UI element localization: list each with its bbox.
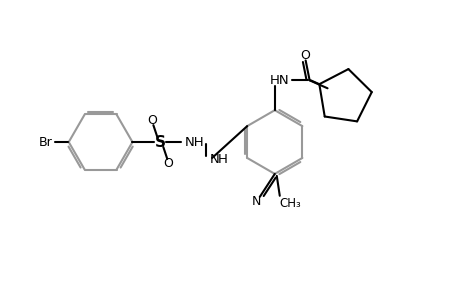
Text: N: N	[210, 154, 219, 166]
Text: CH₃: CH₃	[279, 197, 301, 210]
Text: Br: Br	[39, 136, 53, 148]
Text: NH: NH	[184, 136, 203, 148]
Text: O: O	[163, 158, 173, 170]
Text: O: O	[147, 114, 157, 127]
Text: HN: HN	[269, 74, 289, 87]
Text: O: O	[300, 49, 310, 62]
Text: N: N	[252, 195, 261, 208]
Text: S: S	[155, 134, 165, 149]
Text: H: H	[218, 154, 228, 166]
